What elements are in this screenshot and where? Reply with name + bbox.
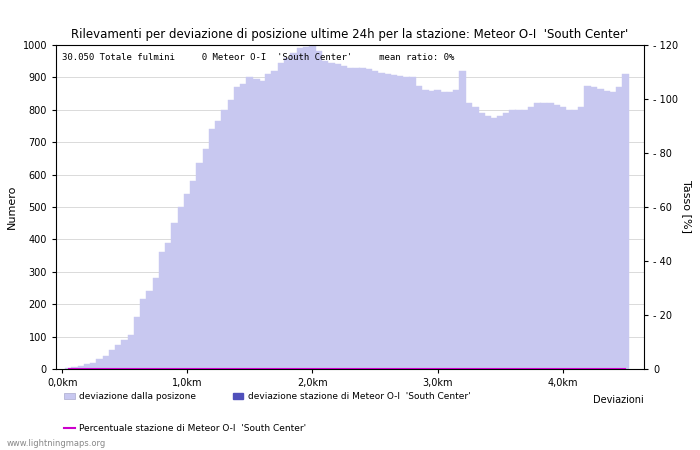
Bar — [391, 75, 397, 369]
Bar — [303, 47, 309, 369]
Bar — [127, 335, 134, 369]
Text: www.lightningmaps.org: www.lightningmaps.org — [7, 439, 106, 448]
Bar — [259, 81, 266, 369]
Bar — [103, 356, 109, 369]
Bar — [478, 113, 485, 369]
Bar — [240, 84, 247, 369]
Bar — [140, 299, 147, 369]
Bar — [297, 48, 303, 369]
Bar — [190, 181, 197, 369]
Bar — [172, 223, 178, 369]
Bar — [466, 104, 472, 369]
Bar — [397, 76, 403, 369]
Bar — [572, 110, 579, 369]
Bar — [159, 252, 166, 369]
Bar — [440, 92, 447, 369]
Bar — [434, 90, 441, 369]
Text: Deviazioni: Deviazioni — [594, 395, 644, 405]
Bar — [228, 100, 234, 369]
Bar — [453, 90, 460, 369]
Legend: deviazione dalla posizone, deviazione stazione di Meteor O-I  'South Center': deviazione dalla posizone, deviazione st… — [60, 389, 474, 405]
Bar — [215, 121, 222, 369]
Bar — [109, 350, 116, 369]
Legend: Percentuale stazione di Meteor O-I  'South Center': Percentuale stazione di Meteor O-I 'Sout… — [60, 420, 310, 436]
Bar — [90, 363, 97, 369]
Bar — [146, 291, 153, 369]
Bar — [559, 107, 566, 369]
Text: 30.050 Totale fulmini     0 Meteor O-I  'South Center'     mean ratio: 0%: 30.050 Totale fulmini 0 Meteor O-I 'Sout… — [62, 53, 454, 62]
Bar — [328, 63, 335, 369]
Bar — [447, 92, 454, 369]
Bar — [315, 51, 322, 369]
Bar — [321, 61, 328, 369]
Bar — [428, 91, 435, 369]
Bar — [540, 104, 547, 369]
Bar — [165, 243, 172, 369]
Bar — [121, 340, 128, 369]
Bar — [372, 71, 379, 369]
Bar — [134, 317, 141, 369]
Bar — [409, 77, 416, 369]
Bar — [403, 77, 410, 369]
Bar — [346, 68, 354, 369]
Bar — [491, 118, 497, 369]
Bar — [197, 163, 203, 369]
Bar — [547, 104, 554, 369]
Bar — [553, 105, 560, 369]
Bar — [246, 77, 253, 369]
Bar — [509, 110, 516, 369]
Bar — [265, 74, 272, 369]
Bar — [609, 92, 616, 369]
Title: Rilevamenti per deviazione di posizione ultime 24h per la stazione: Meteor O-I  : Rilevamenti per deviazione di posizione … — [71, 28, 629, 41]
Bar — [309, 45, 316, 369]
Bar — [359, 68, 366, 369]
Bar — [78, 366, 85, 369]
Bar — [340, 66, 347, 369]
Bar — [503, 113, 510, 369]
Bar — [622, 74, 629, 369]
Bar — [365, 69, 372, 369]
Bar — [415, 86, 422, 369]
Bar — [334, 64, 341, 369]
Bar — [528, 107, 535, 369]
Bar — [459, 71, 466, 369]
Bar — [597, 89, 603, 369]
Bar — [515, 110, 522, 369]
Bar — [115, 345, 122, 369]
Bar — [384, 74, 391, 369]
Bar — [278, 63, 285, 369]
Bar — [253, 79, 260, 369]
Y-axis label: Numero: Numero — [7, 185, 17, 229]
Bar — [209, 129, 216, 369]
Bar — [203, 148, 209, 369]
Bar — [353, 68, 360, 369]
Bar — [497, 116, 503, 369]
Bar — [591, 87, 597, 369]
Bar — [290, 53, 297, 369]
Bar — [615, 87, 622, 369]
Bar — [234, 87, 241, 369]
Bar — [221, 110, 228, 369]
Bar — [272, 71, 279, 369]
Bar — [534, 104, 541, 369]
Bar — [284, 58, 291, 369]
Bar — [97, 359, 103, 369]
Bar — [584, 86, 591, 369]
Bar — [578, 107, 585, 369]
Bar — [184, 194, 191, 369]
Bar — [153, 278, 160, 369]
Bar — [484, 116, 491, 369]
Y-axis label: Tasso [%]: Tasso [%] — [682, 180, 692, 234]
Bar — [421, 90, 428, 369]
Bar — [472, 107, 479, 369]
Bar — [522, 110, 528, 369]
Bar — [71, 367, 78, 369]
Bar — [84, 364, 91, 369]
Bar — [178, 207, 185, 369]
Bar — [378, 72, 385, 369]
Bar — [603, 91, 610, 369]
Bar — [566, 110, 573, 369]
